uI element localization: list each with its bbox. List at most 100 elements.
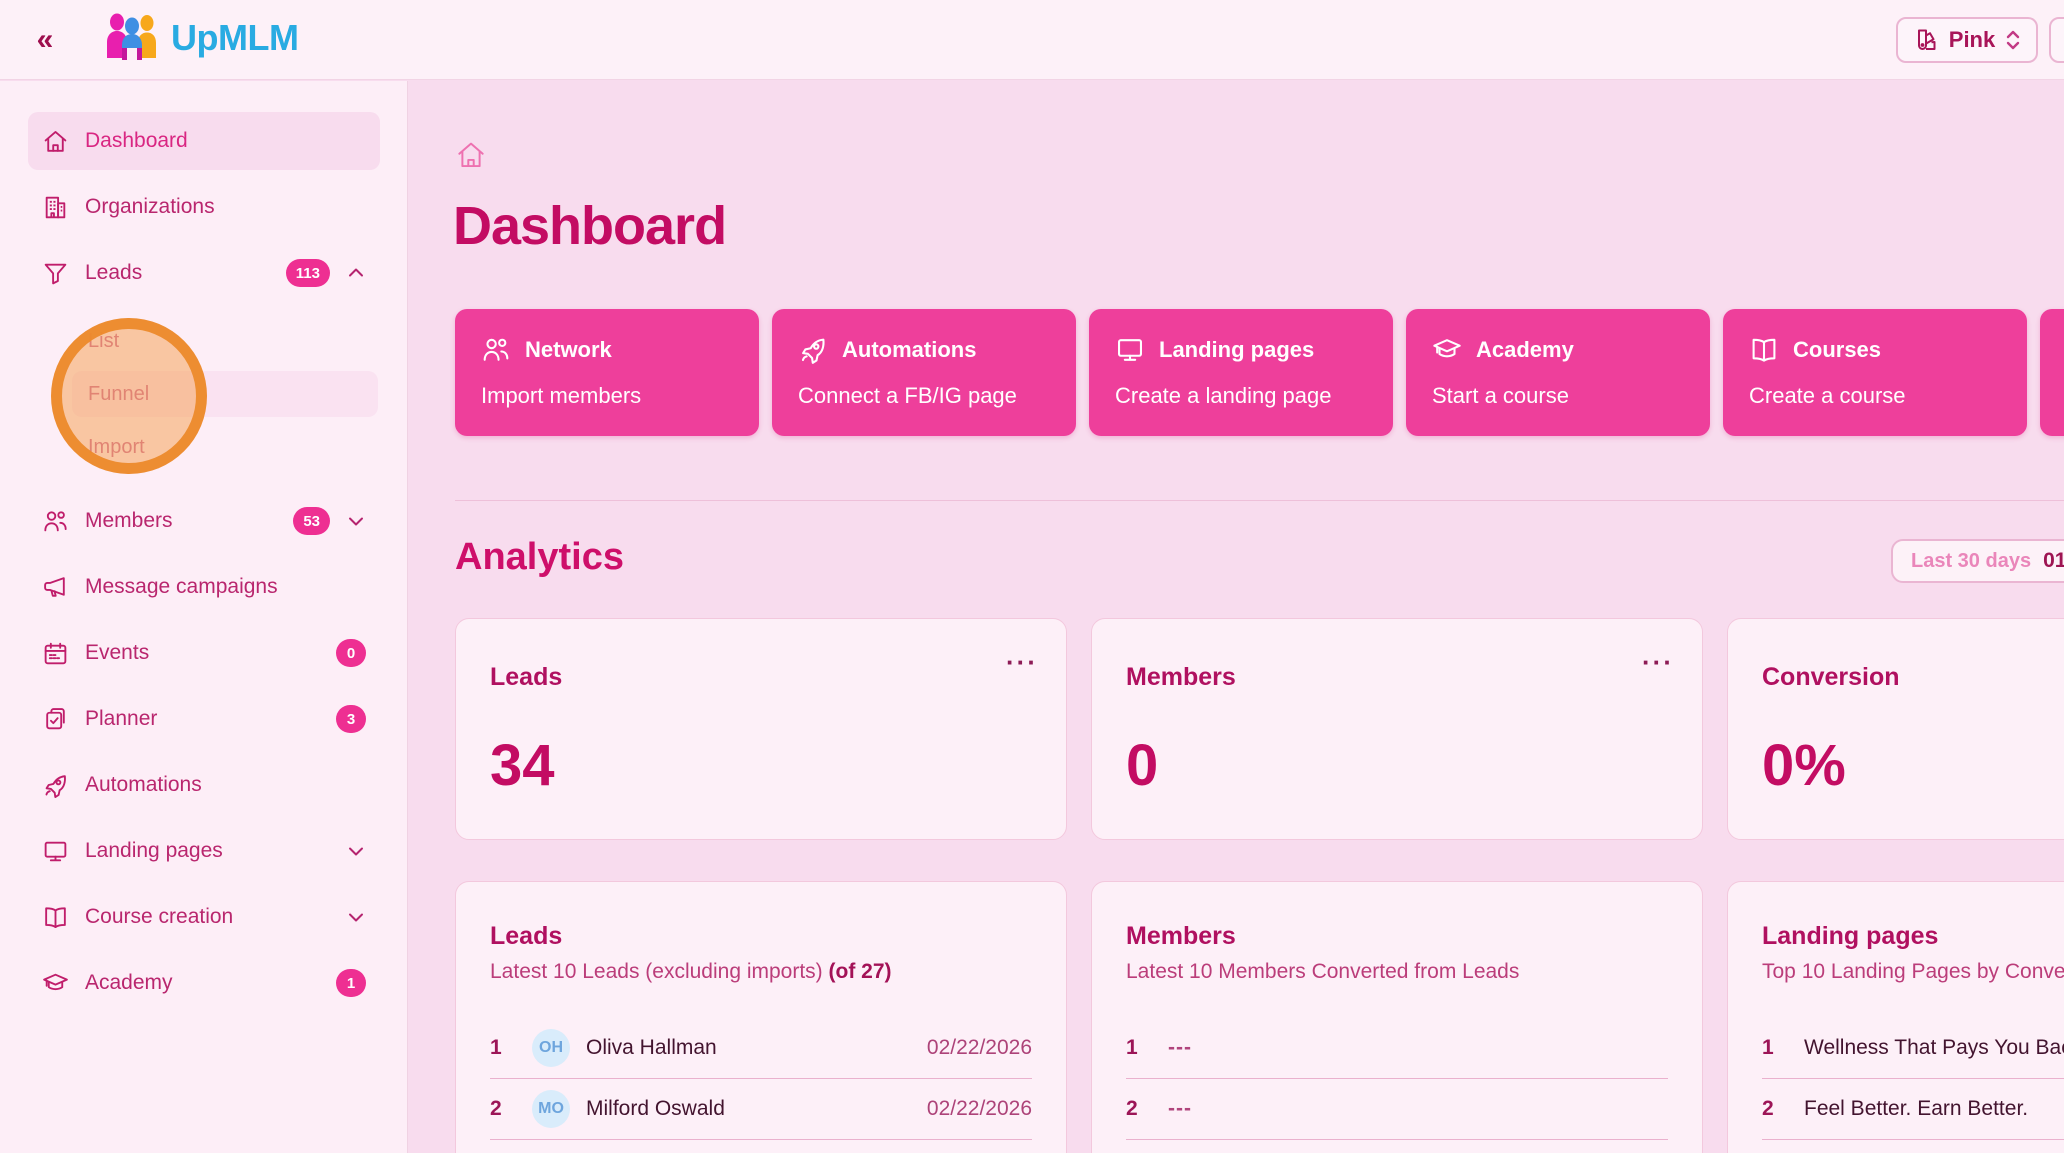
sidebar-item-label: Members: [85, 509, 173, 532]
theme-selector-button[interactable]: Pink: [1896, 17, 2038, 63]
list-subtitle: Top 10 Landing Pages by Convers: [1762, 960, 2064, 983]
stat-card-conversion: Conversion 0%: [1727, 618, 2064, 840]
quick-action-title: Academy: [1476, 337, 1574, 362]
sidebar-item-label: Organizations: [85, 195, 215, 218]
member-name: ---: [1168, 1097, 1192, 1120]
stats-row: Leads ··· 34 Members ··· 0 Conversion 0%: [455, 618, 2064, 840]
chevron-updown-icon: [2005, 29, 2021, 51]
theme-selector-value: Pink: [1948, 27, 1996, 52]
stat-title: Leads: [490, 663, 563, 691]
stat-value: 0: [1126, 733, 1159, 798]
calendar-icon: [42, 640, 69, 667]
subitem-label: Import: [88, 435, 145, 458]
quick-action-title: Landing pages: [1159, 337, 1315, 362]
lead-name: Oliva Hallman: [586, 1036, 717, 1059]
app-logo[interactable]: UpMLM: [105, 12, 299, 64]
list-item[interactable]: 1 OH Oliva Hallman 02/22/2026: [490, 1018, 1032, 1079]
quick-action-partial[interactable]: [2040, 309, 2064, 436]
row-number: 2: [1762, 1097, 1774, 1120]
sidebar-item-label: Landing pages: [85, 839, 223, 862]
monitor-icon: [42, 838, 69, 865]
graduation-cap-icon: [1432, 335, 1462, 365]
lead-name: Milford Oswald: [586, 1097, 725, 1120]
rocket-icon: [42, 772, 69, 799]
chevron-down-icon[interactable]: [346, 511, 366, 531]
quick-action-title: Courses: [1793, 337, 1882, 362]
list-title: Leads: [490, 922, 563, 950]
topbar: « UpMLM: [0, 0, 2064, 80]
list-item[interactable]: 1 ---: [1126, 1018, 1668, 1079]
sidebar-subitem-funnel[interactable]: Funnel: [72, 371, 378, 417]
quick-actions-row: Network Import members Automations Conne…: [455, 309, 2064, 436]
sidebar-item-members[interactable]: Members 53: [28, 492, 380, 550]
sidebar-item-organizations[interactable]: Organizations: [28, 178, 380, 236]
chevron-up-icon[interactable]: [346, 263, 366, 283]
sidebar-item-planner[interactable]: Planner 3: [28, 690, 380, 748]
date-range-value: 01/2: [2043, 549, 2064, 572]
page-title: Dashboard: [453, 196, 727, 256]
quick-action-automations[interactable]: Automations Connect a FB/IG page: [772, 309, 1076, 436]
list-item[interactable]: 1 Wellness That Pays You Back: [1762, 1018, 2064, 1079]
sidebar-subitem-import[interactable]: Import: [72, 424, 378, 470]
academy-count-badge: 1: [336, 969, 366, 997]
sidebar-collapse-button[interactable]: «: [22, 18, 68, 62]
topbar-partial-button[interactable]: [2049, 17, 2064, 63]
row-number: 2: [490, 1097, 502, 1120]
list-card-leads: Leads Latest 10 Leads (excluding imports…: [455, 881, 1067, 1153]
quick-action-subtitle: Create a course: [1749, 383, 1906, 408]
quick-action-subtitle: Start a course: [1432, 383, 1569, 408]
quick-action-courses[interactable]: Courses Create a course: [1723, 309, 2027, 436]
quick-action-academy[interactable]: Academy Start a course: [1406, 309, 1710, 436]
sidebar-item-events[interactable]: Events 0: [28, 624, 380, 682]
list-item[interactable]: 2 Feel Better. Earn Better.: [1762, 1079, 2064, 1140]
chevron-down-icon[interactable]: [346, 841, 366, 861]
lead-date: 02/22/2026: [926, 1036, 1032, 1059]
subitem-label: List: [88, 329, 120, 352]
sidebar-item-academy[interactable]: Academy 1: [28, 954, 380, 1012]
quick-action-title: Automations: [842, 337, 977, 362]
list-item[interactable]: 2 MO Milford Oswald 02/22/2026: [490, 1079, 1032, 1140]
graduation-cap-icon: [42, 970, 69, 997]
sidebar-item-dashboard[interactable]: Dashboard: [28, 112, 380, 170]
open-book-icon: [42, 904, 69, 931]
sidebar-item-landing-pages[interactable]: Landing pages: [28, 822, 380, 880]
sidebar-item-automations[interactable]: Automations: [28, 756, 380, 814]
landing-page-name: Wellness That Pays You Back: [1804, 1036, 2064, 1059]
stat-card-leads: Leads ··· 34: [455, 618, 1067, 840]
lists-row: Leads Latest 10 Leads (excluding imports…: [455, 881, 2064, 1153]
stat-title: Members: [1126, 663, 1236, 691]
sidebar-item-label: Academy: [85, 971, 173, 994]
logo-people-icon: [105, 12, 159, 64]
list-card-members: Members Latest 10 Members Converted from…: [1091, 881, 1703, 1153]
chevron-down-icon[interactable]: [346, 907, 366, 927]
list-title: Members: [1126, 922, 1236, 950]
date-range-label: Last 30 days: [1911, 549, 2032, 572]
row-number: 1: [1762, 1036, 1774, 1059]
quick-action-subtitle: Connect a FB/IG page: [798, 383, 1017, 408]
row-number: 1: [490, 1036, 502, 1059]
sidebar-item-message-campaigns[interactable]: Message campaigns: [28, 558, 380, 616]
home-icon: [42, 128, 69, 155]
list-item[interactable]: 2 ---: [1126, 1079, 1668, 1140]
date-range-filter[interactable]: Last 30 days 01/2: [1891, 539, 2064, 583]
brand-name: UpMLM: [171, 17, 299, 58]
megaphone-icon: [42, 574, 69, 601]
list-subtitle: Latest 10 Members Converted from Leads: [1126, 960, 1520, 983]
more-menu-icon[interactable]: ···: [1642, 647, 1674, 677]
sidebar-item-label: Events: [85, 641, 150, 664]
breadcrumb-home-icon[interactable]: [455, 139, 487, 171]
collapse-icon: «: [36, 23, 54, 56]
stat-card-members: Members ··· 0: [1091, 618, 1703, 840]
sidebar-item-course-creation[interactable]: Course creation: [28, 888, 380, 946]
leads-submenu: List Funnel Import: [72, 318, 380, 470]
quick-action-network[interactable]: Network Import members: [455, 309, 759, 436]
more-menu-icon[interactable]: ···: [1006, 647, 1038, 677]
sidebar-item-label: Leads: [85, 261, 143, 284]
quick-action-landing-pages[interactable]: Landing pages Create a landing page: [1089, 309, 1393, 436]
section-divider: [455, 500, 2064, 501]
sidebar-item-leads[interactable]: Leads 113: [28, 244, 380, 302]
sidebar-item-label: Message campaigns: [85, 575, 278, 598]
sidebar-subitem-list[interactable]: List: [72, 318, 378, 364]
color-swatch-icon: [1913, 27, 1939, 53]
members-count-badge: 53: [293, 507, 330, 535]
